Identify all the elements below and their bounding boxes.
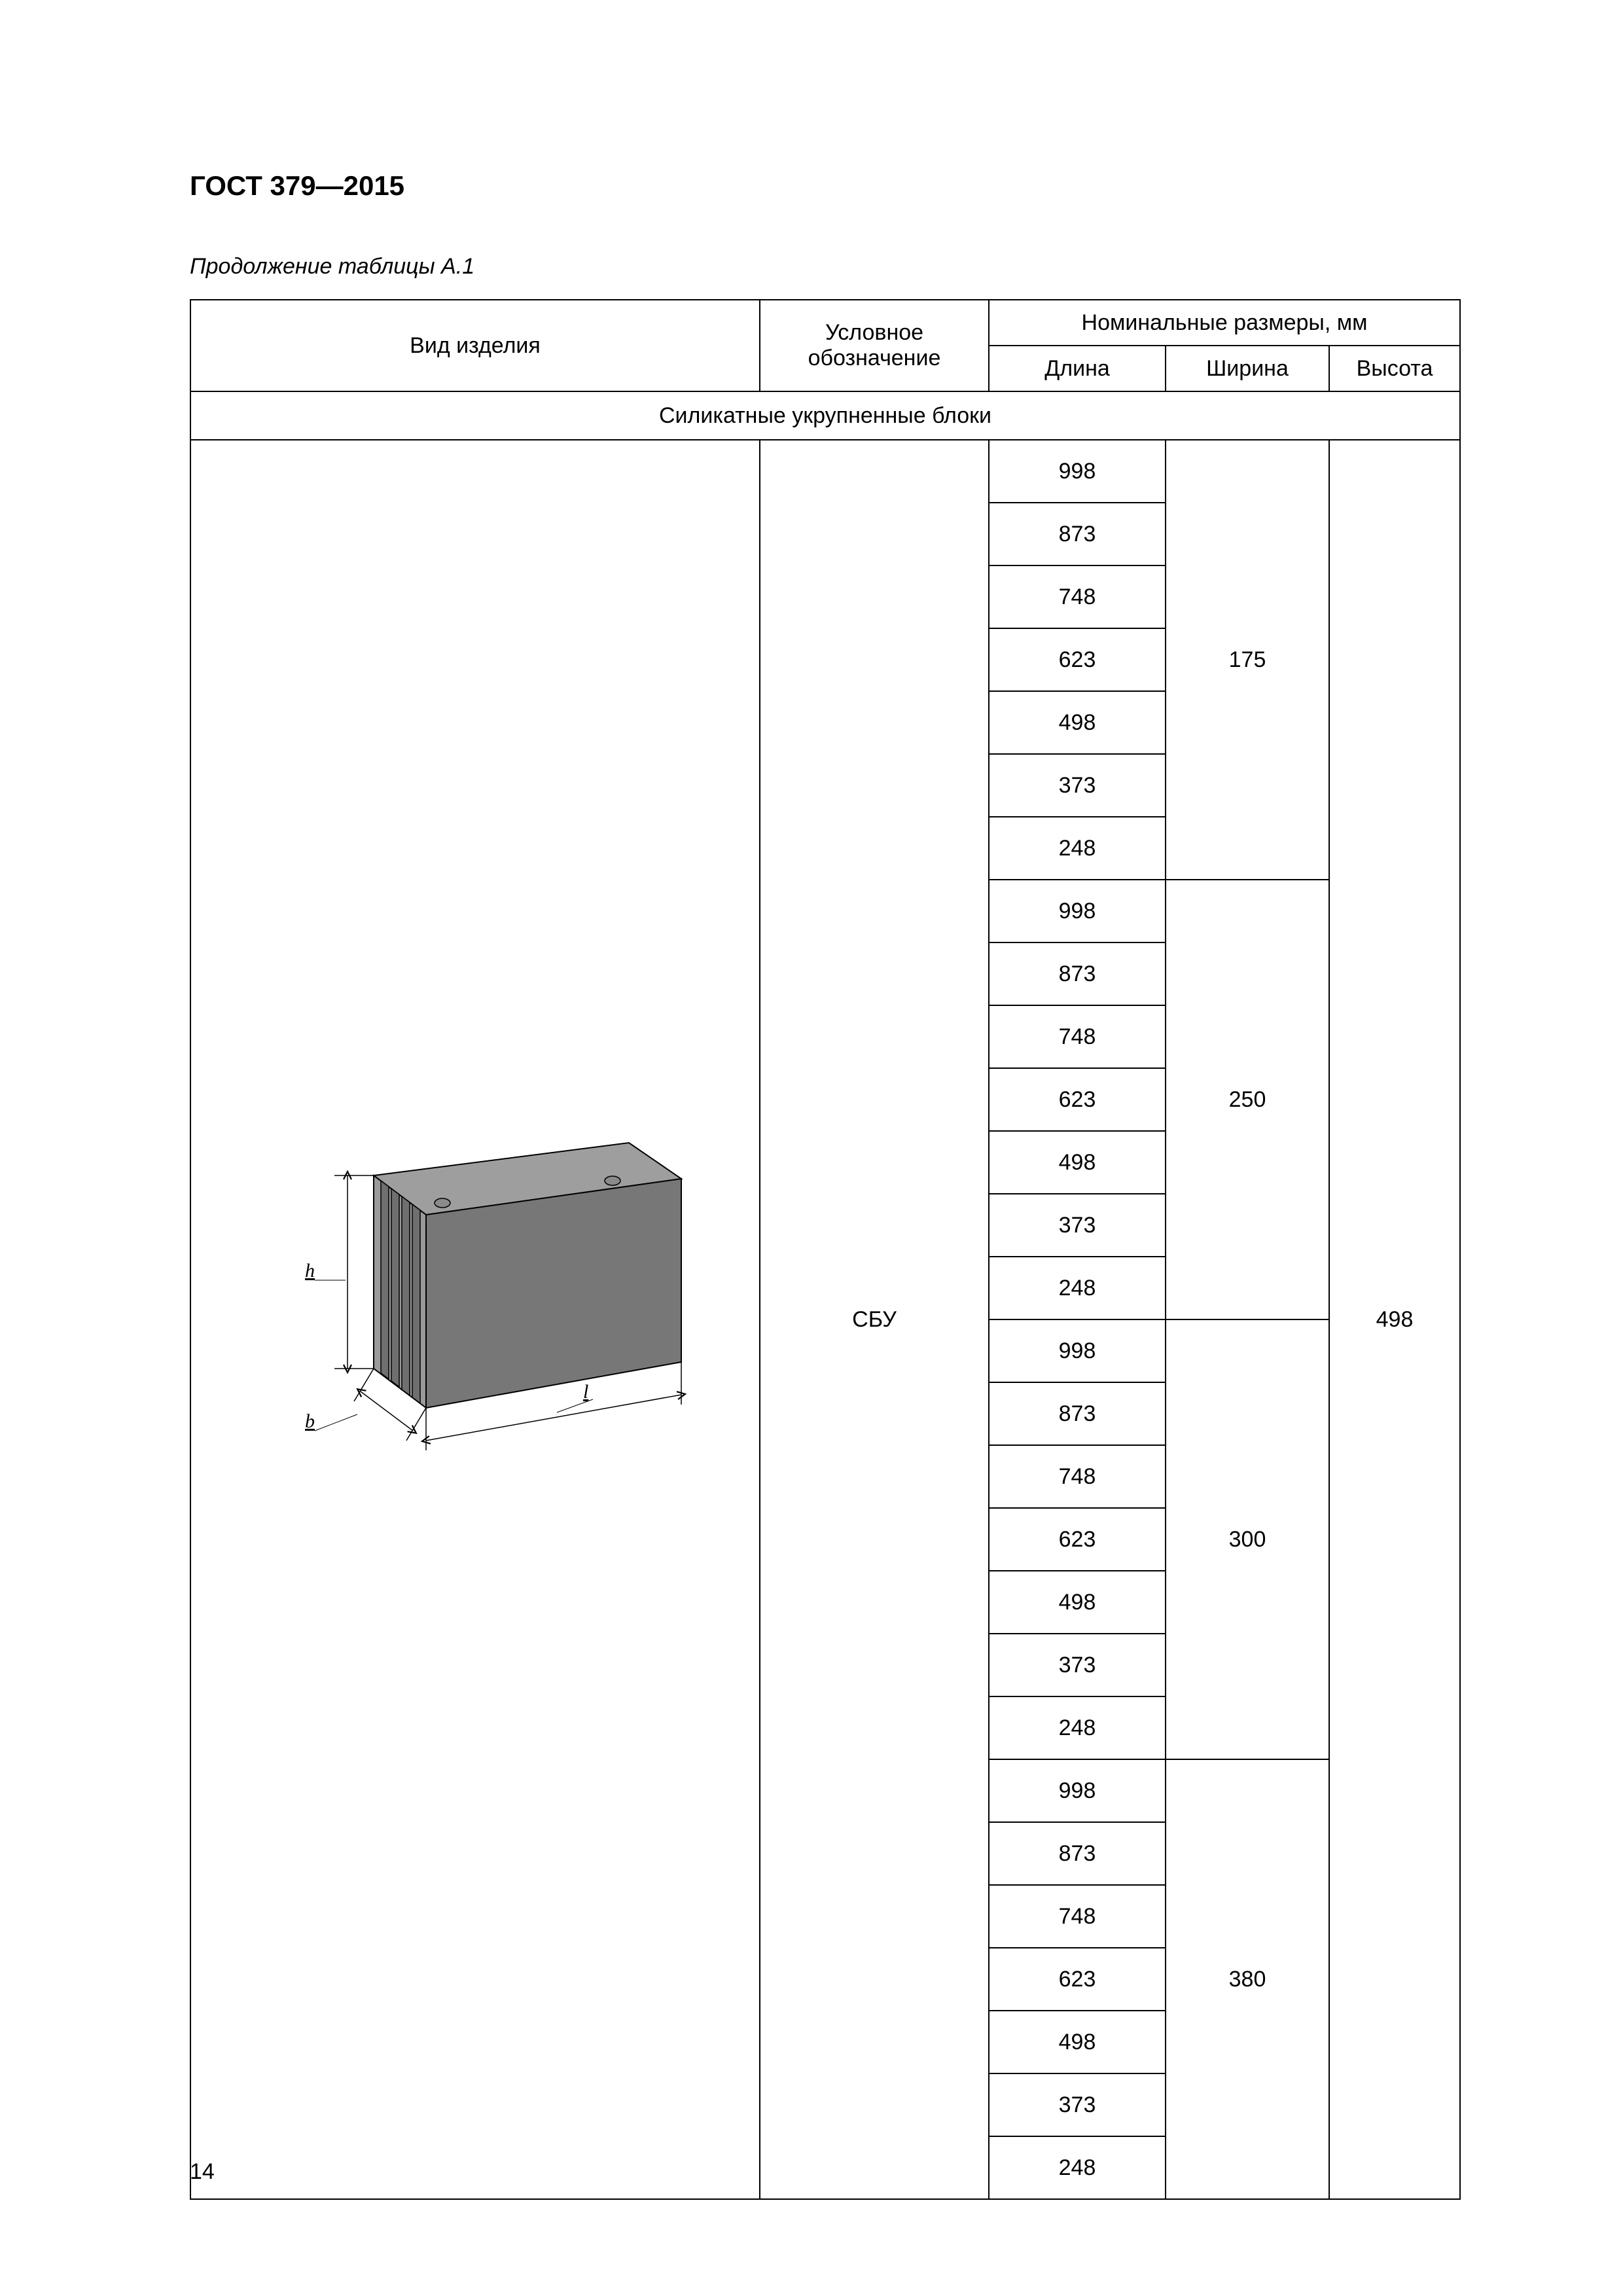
length-cell: 373: [989, 1634, 1166, 1696]
length-cell: 248: [989, 1257, 1166, 1319]
length-cell: 748: [989, 1885, 1166, 1948]
length-cell: 623: [989, 628, 1166, 691]
header-length: Длина: [989, 346, 1166, 391]
width-cell: 380: [1166, 1759, 1329, 2199]
length-cell: 623: [989, 1068, 1166, 1131]
header-height: Высота: [1329, 346, 1460, 391]
length-cell: 373: [989, 2073, 1166, 2136]
length-cell: 998: [989, 1319, 1166, 1382]
svg-text:h: h: [305, 1260, 315, 1282]
dimensions-table: Вид изделия Условное обозначение Номинал…: [190, 299, 1461, 2200]
height-cell: 498: [1329, 440, 1460, 2199]
header-code: Условное обозначение: [760, 300, 989, 391]
length-cell: 873: [989, 942, 1166, 1005]
svg-text:l: l: [583, 1381, 588, 1403]
header-dimensions: Номинальные размеры, мм: [989, 300, 1460, 346]
length-cell: 248: [989, 817, 1166, 880]
header-width: Ширина: [1166, 346, 1329, 391]
length-cell: 623: [989, 1508, 1166, 1571]
document-title: ГОСТ 379—2015: [190, 170, 1433, 202]
length-cell: 498: [989, 2011, 1166, 2073]
length-cell: 998: [989, 880, 1166, 942]
table-row: h b l СБУ998175498: [190, 440, 1460, 503]
width-cell: 175: [1166, 440, 1329, 880]
length-cell: 873: [989, 1382, 1166, 1445]
length-cell: 873: [989, 1822, 1166, 1885]
length-cell: 998: [989, 1759, 1166, 1822]
length-cell: 498: [989, 1131, 1166, 1194]
length-cell: 998: [989, 440, 1166, 503]
section-title: Силикатные укрупненные блоки: [190, 391, 1460, 440]
header-code-line1: Условное: [825, 320, 923, 345]
width-cell: 300: [1166, 1319, 1329, 1759]
length-cell: 748: [989, 1445, 1166, 1508]
length-cell: 623: [989, 1948, 1166, 2011]
length-cell: 748: [989, 565, 1166, 628]
svg-text:b: b: [305, 1410, 315, 1432]
width-cell: 250: [1166, 880, 1329, 1319]
header-product: Вид изделия: [190, 300, 760, 391]
length-cell: 873: [989, 503, 1166, 565]
length-cell: 748: [989, 1005, 1166, 1068]
length-cell: 498: [989, 691, 1166, 754]
length-cell: 248: [989, 2136, 1166, 2199]
header-code-line2: обозначение: [808, 346, 941, 370]
page-number: 14: [190, 2159, 215, 2185]
length-cell: 248: [989, 1696, 1166, 1759]
table-body: Силикатные укрупненные блоки: [190, 391, 1460, 2199]
length-cell: 498: [989, 1571, 1166, 1634]
length-cell: 373: [989, 754, 1166, 817]
code-cell: СБУ: [760, 440, 989, 2199]
product-diagram-cell: h b l: [190, 440, 760, 2199]
length-cell: 373: [989, 1194, 1166, 1257]
table-caption: Продолжение таблицы А.1: [190, 254, 1433, 279]
